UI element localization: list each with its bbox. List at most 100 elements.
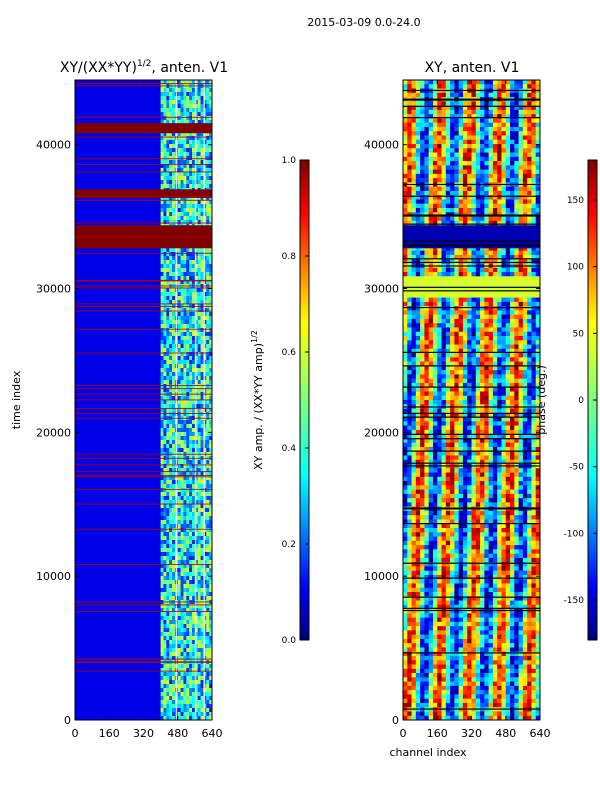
- phase-cell: [411, 92, 417, 98]
- phase-cell: [505, 336, 511, 341]
- amplitude-cell: [209, 380, 212, 385]
- phase-cell: [420, 318, 425, 324]
- amplitude-cell: [206, 296, 210, 301]
- amplitude-cell: [180, 580, 184, 585]
- phase-cell: [505, 310, 511, 315]
- amplitude-cell: [192, 368, 196, 373]
- phase-cell: [480, 144, 485, 149]
- phase-cell: [505, 203, 511, 209]
- amplitude-cell: [163, 328, 167, 333]
- amplitude-cell: [189, 528, 193, 533]
- phase-cell: [458, 178, 464, 183]
- amplitude-cell: [183, 636, 187, 641]
- amplitude-cell: [200, 548, 204, 553]
- phase-cell: [492, 186, 498, 192]
- phase-cell: [514, 165, 519, 170]
- phase-cell: [445, 195, 451, 200]
- phase-cell: [475, 318, 481, 324]
- amplitude-cell: [189, 88, 193, 93]
- phase-cell: [480, 101, 485, 106]
- amplitude-cell: [166, 96, 170, 101]
- phase-cell: [527, 208, 532, 213]
- amplitude-cell: [197, 692, 201, 697]
- phase-cell: [471, 105, 477, 111]
- phase-cell: [424, 331, 429, 337]
- amplitude-cell: [166, 608, 170, 613]
- amplitude-cell: [194, 408, 199, 413]
- phase-cell: [415, 190, 421, 196]
- amplitude-cell: [163, 576, 167, 581]
- phase-cell: [518, 203, 524, 209]
- phase-cell: [518, 246, 524, 251]
- amplitude-cell: [177, 132, 181, 137]
- phase-cell: [535, 173, 540, 179]
- amplitude-cell: [197, 288, 201, 293]
- phase-cell: [488, 195, 494, 200]
- phase-cell: [484, 109, 489, 115]
- phase-cell: [411, 199, 417, 205]
- amplitude-cell: [209, 176, 212, 181]
- phase-cell: [454, 306, 459, 311]
- amplitude-cell: [189, 672, 193, 677]
- amplitude-cell: [192, 564, 196, 569]
- amplitude-cell: [203, 336, 207, 341]
- phase-cell: [518, 169, 524, 175]
- amplitude-cell: [166, 260, 170, 265]
- phase-cell: [480, 148, 485, 153]
- amplitude-cell: [192, 624, 196, 629]
- amplitude-cell: [192, 300, 196, 305]
- amplitude-cell: [169, 696, 173, 701]
- amplitude-cell: [160, 248, 164, 253]
- phase-cell: [428, 92, 434, 98]
- phase-cell: [428, 280, 434, 286]
- amplitude-cell: [203, 292, 207, 297]
- phase-cell: [441, 293, 447, 298]
- amplitude-cell: [177, 92, 181, 97]
- amplitude-cell: [177, 668, 181, 673]
- amplitude-cell: [197, 120, 201, 125]
- phase-cell: [475, 126, 481, 132]
- amplitude-cell: [163, 680, 167, 685]
- phase-cell: [415, 122, 421, 128]
- phase-cell: [441, 340, 447, 345]
- phase-cell: [403, 195, 408, 200]
- phase-cell: [510, 161, 515, 166]
- amplitude-cell: [169, 516, 173, 521]
- amplitude-cell: [189, 564, 193, 569]
- amplitude-cell: [172, 104, 176, 109]
- amplitude-cell: [209, 428, 212, 433]
- amplitude-cell: [180, 320, 184, 325]
- phase-cell: [514, 105, 519, 111]
- amplitude-cell: [183, 120, 187, 125]
- amplitude-cell: [197, 476, 201, 481]
- amplitude-cell: [169, 116, 173, 121]
- phase-cell: [480, 186, 485, 192]
- amplitude-cell: [206, 100, 210, 105]
- amplitude-cell: [172, 500, 176, 505]
- phase-cell: [424, 318, 429, 324]
- amplitude-cell: [160, 608, 164, 613]
- amplitude-cell: [172, 484, 176, 489]
- phase-cell: [415, 105, 421, 111]
- amplitude-cell: [209, 572, 212, 577]
- amplitude-cell: [166, 588, 170, 593]
- phase-cell: [510, 203, 515, 209]
- phase-cell: [403, 293, 408, 298]
- amplitude-cell: [189, 524, 193, 529]
- phase-cell: [484, 250, 489, 256]
- phase-cell: [441, 139, 447, 145]
- phase-cell: [471, 276, 477, 281]
- amplitude-cell: [166, 320, 170, 325]
- amplitude-cell: [194, 584, 199, 589]
- amplitude-cell: [183, 288, 187, 293]
- amplitude-cell: [166, 644, 170, 649]
- phase-cell: [467, 114, 472, 119]
- phase-cell: [458, 259, 464, 264]
- phase-cell: [462, 161, 468, 166]
- phase-cell: [505, 195, 511, 200]
- amplitude-cell: [160, 160, 164, 165]
- phase-cell: [480, 293, 485, 298]
- phase-cell: [411, 220, 417, 226]
- phase-cell: [531, 314, 537, 320]
- amplitude-cell: [209, 496, 212, 501]
